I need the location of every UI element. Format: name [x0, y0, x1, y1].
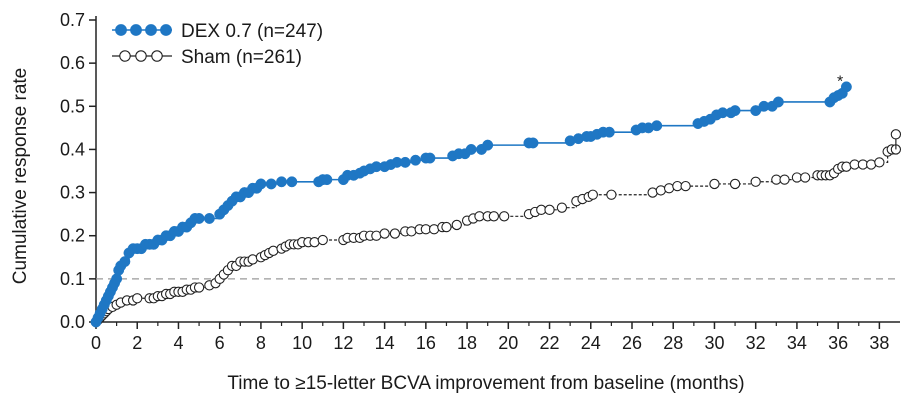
dex-point: [482, 139, 494, 151]
significance-asterisk: *: [837, 74, 843, 91]
y-tick-label: 0.3: [60, 183, 85, 203]
y-tick-label: 0.5: [60, 96, 85, 116]
x-tick-label: 34: [787, 333, 807, 353]
sham-point: [132, 293, 143, 304]
dex-point: [203, 213, 215, 224]
legend-sham-marker: [151, 50, 163, 62]
axes: 0.00.10.20.30.40.50.60.70 2 4 6 8 10 12 14 16 18 2…: [60, 10, 900, 353]
sham-point: [193, 282, 205, 293]
sham-point: [556, 202, 568, 213]
sham-point: [874, 157, 885, 168]
x-tick-label: 36: [828, 333, 848, 353]
x-tick-label: 2: [132, 333, 142, 353]
legend-sham-label: Sham (n=261): [181, 47, 302, 68]
sham-point: [779, 174, 790, 185]
x-tick-label: 16: [416, 333, 436, 353]
series-layer: *: [90, 74, 902, 328]
sham-point: [750, 176, 761, 187]
y-tick-label: 0.4: [60, 139, 85, 159]
x-tick-label: 38: [869, 333, 889, 353]
dex-point: [410, 154, 421, 166]
dex-point: [255, 178, 267, 190]
x-tick-label: 12: [333, 333, 353, 353]
dex-point: [265, 178, 277, 190]
legend-dex-label: DEX 0.7 (n=247): [181, 21, 323, 42]
dex-point: [527, 137, 539, 149]
dex-point: [729, 105, 741, 117]
y-tick-label: 0.6: [60, 53, 85, 73]
x-tick-label: 8: [256, 333, 266, 353]
x-tick-label: 10: [292, 333, 312, 353]
sham-point: [499, 211, 510, 222]
x-tick-label: 22: [540, 333, 560, 353]
x-tick-label: 20: [498, 333, 518, 353]
sham-point: [890, 129, 902, 140]
legend-sham-marker: [135, 50, 147, 62]
sham-point: [587, 189, 598, 200]
sham-point: [379, 228, 390, 239]
sham-point: [800, 172, 811, 183]
legend-dex-marker: [160, 24, 172, 36]
dex-point: [399, 156, 411, 168]
legend-dex-marker: [145, 24, 157, 36]
dex-point: [465, 143, 477, 155]
y-axis-label: Cumulative response rate: [10, 68, 31, 285]
dex-point: [651, 120, 663, 132]
dex-point: [772, 96, 784, 108]
legend-dex-marker: [115, 24, 127, 36]
x-axis-label: Time to ≥15-letter BCVA improvement from…: [227, 373, 744, 394]
x-tick-label: 14: [375, 333, 395, 353]
sham-point: [680, 180, 691, 192]
x-tick-label: 32: [746, 333, 766, 353]
dex-point: [840, 81, 852, 93]
sham-point: [488, 211, 500, 222]
sham-point: [729, 178, 741, 190]
dex-point: [276, 176, 287, 188]
dex-point: [286, 176, 298, 188]
dex-point: [193, 213, 205, 224]
sham-point: [389, 228, 401, 239]
dex-point: [424, 152, 436, 164]
y-tick-label: 0.7: [60, 10, 85, 30]
sham-point: [544, 204, 555, 215]
x-tick-label: 18: [457, 333, 477, 353]
sham-point: [709, 178, 720, 190]
legend-sham-marker: [119, 50, 131, 62]
legend: DEX 0.7 (n=247) Sham (n=261): [112, 21, 323, 68]
x-tick-label: 28: [663, 333, 683, 353]
sham-point: [606, 189, 617, 200]
x-tick-label: 24: [581, 333, 601, 353]
x-tick-label: 0: [91, 333, 101, 353]
dex-point: [603, 126, 615, 138]
sham-point: [317, 234, 328, 246]
y-tick-label: 0.1: [60, 269, 85, 289]
y-tick-label: 0.2: [60, 226, 85, 246]
x-tick-label: 4: [173, 333, 183, 353]
y-tick-label: 0.0: [60, 312, 85, 332]
dex-point: [321, 174, 333, 186]
sham-point: [441, 221, 452, 233]
legend-dex-marker: [130, 24, 142, 36]
x-tick-label: 26: [622, 333, 642, 353]
x-tick-label: 6: [215, 333, 225, 353]
x-tick-label: 30: [704, 333, 724, 353]
sham-point: [451, 219, 462, 231]
